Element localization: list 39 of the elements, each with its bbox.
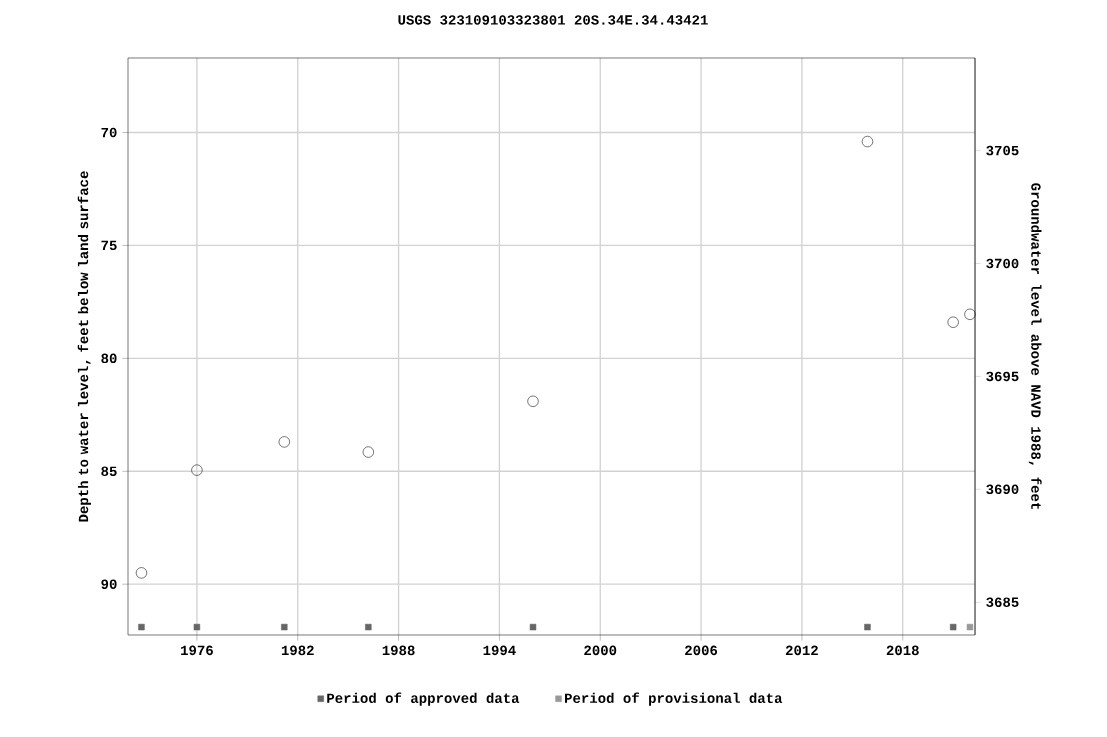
y-tick-label: 90 [101, 579, 117, 589]
point [191, 464, 203, 476]
y-axis-title: Depth to water level, feet below land surface [77, 171, 91, 522]
point [527, 395, 539, 407]
legend-label: Period of provisional data [565, 692, 783, 706]
point [365, 623, 372, 631]
point [278, 436, 290, 448]
y2-tick-label: 3700 [986, 258, 1019, 269]
y-tick-label: 70 [101, 127, 117, 138]
legend-label: Period of approved data [327, 692, 520, 706]
x-tick-label: 1994 [483, 645, 516, 656]
x-tick-label: 1982 [281, 645, 314, 656]
point [966, 623, 974, 631]
y-tick-label: 75 [101, 240, 117, 251]
x-tick-label: 2018 [886, 645, 919, 656]
chart-title: USGS 323109103323801 20S.34E.34.43421 [398, 15, 708, 25]
x-tick-label: 2012 [785, 645, 818, 656]
y2-axis-title: Groundwater level above NAVD 1988, feet [1028, 183, 1042, 509]
point [949, 623, 957, 631]
point [864, 623, 871, 631]
y2-tick-label: 3705 [986, 145, 1019, 156]
point [964, 308, 976, 320]
y2-tick-label: 3695 [986, 371, 1019, 382]
x-tick-label: 1988 [382, 645, 415, 656]
y2-tick-label: 3690 [986, 484, 1019, 495]
point [529, 623, 537, 631]
point [138, 623, 145, 631]
point [135, 567, 148, 579]
point [362, 446, 374, 458]
x-tick-label: 2006 [685, 645, 718, 656]
point [947, 316, 959, 328]
y2-tick-label: 3685 [986, 597, 1019, 608]
point [193, 623, 201, 631]
x-tick-label: 1976 [181, 645, 213, 656]
x-tick-label: 2000 [584, 645, 617, 656]
y-tick-label: 85 [101, 466, 117, 477]
point [281, 623, 288, 631]
point [861, 135, 874, 148]
y-tick-label: 80 [101, 353, 117, 364]
